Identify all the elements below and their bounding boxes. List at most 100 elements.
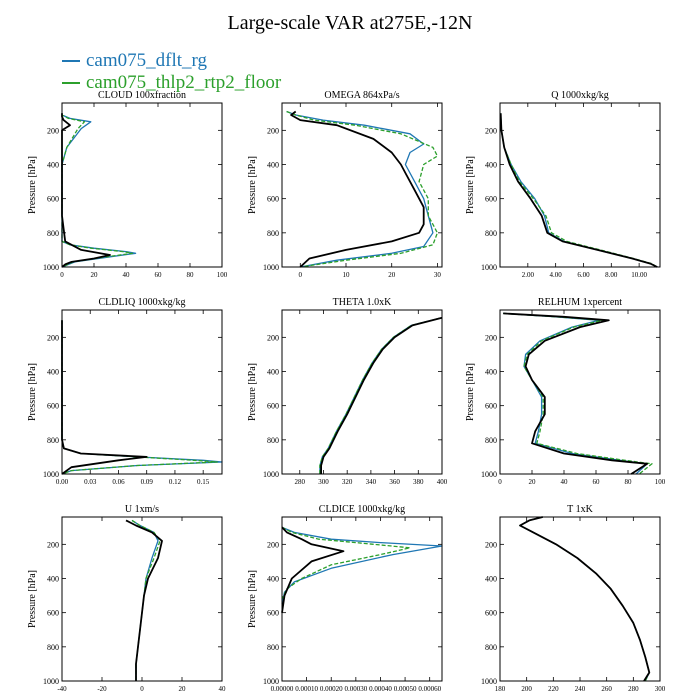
series-line-dflt bbox=[503, 312, 648, 475]
series-line-dflt bbox=[61, 320, 223, 475]
y-tick-label: 800 bbox=[47, 436, 59, 445]
x-tick-label: 0 bbox=[299, 271, 303, 279]
legend-label-dflt: cam075_dflt_rg bbox=[86, 50, 208, 71]
series-line-control bbox=[125, 519, 163, 681]
x-tick-label: 2.00 bbox=[522, 271, 535, 279]
y-tick-label: 200 bbox=[47, 333, 59, 342]
y-tick-label: 1000 bbox=[263, 470, 279, 479]
x-tick-label: 0.03 bbox=[84, 478, 97, 486]
x-tick-label: 60 bbox=[593, 478, 601, 486]
panel-title: T 1xK bbox=[567, 504, 593, 515]
y-tick-label: 400 bbox=[267, 161, 279, 170]
legend-label-floor: cam075_thlp2_rtp2_floor bbox=[86, 72, 282, 93]
y-tick-label: 1000 bbox=[481, 470, 497, 479]
series-line-control bbox=[499, 113, 658, 268]
series-line-control bbox=[61, 113, 111, 268]
panel-frame bbox=[61, 309, 223, 475]
x-tick-label: 80 bbox=[187, 271, 195, 279]
series-line-control bbox=[519, 516, 651, 682]
y-axis-label: Pressure [hPa] bbox=[27, 156, 38, 214]
y-tick-label: 400 bbox=[485, 575, 497, 584]
series-line-control bbox=[503, 312, 649, 475]
panel-4: CLDLIQ 1000xkg/kg Pressure [hPa] 200 400 600… bbox=[27, 297, 223, 486]
series-line-control bbox=[290, 110, 425, 268]
series-line-floor bbox=[503, 312, 653, 475]
x-tick-label: 60 bbox=[155, 271, 163, 279]
x-tick-label: 280 bbox=[295, 478, 306, 486]
x-tick-label: 20 bbox=[529, 478, 537, 486]
x-tick-label: 6.00 bbox=[577, 271, 590, 279]
x-tick-label: 0 bbox=[498, 478, 502, 486]
y-tick-label: 600 bbox=[485, 195, 497, 204]
y-tick-label: 800 bbox=[47, 643, 59, 652]
panel-frame bbox=[499, 102, 661, 268]
x-tick-label: 40 bbox=[561, 478, 569, 486]
y-axis-label: Pressure [hPa] bbox=[247, 363, 258, 421]
panel-title: CLOUD 100xfraction bbox=[98, 90, 186, 101]
y-tick-label: 1000 bbox=[481, 677, 497, 686]
panel-frame bbox=[499, 309, 661, 475]
y-tick-label: 200 bbox=[485, 333, 497, 342]
panel-frame bbox=[499, 516, 661, 682]
panel-title: CLDLIQ 1000xkg/kg bbox=[99, 297, 186, 308]
x-tick-label: -20 bbox=[97, 685, 107, 693]
panel-frame bbox=[281, 516, 443, 682]
x-tick-label: 0.00030 bbox=[344, 685, 367, 693]
y-tick-label: 200 bbox=[47, 540, 59, 549]
x-tick-label: 40 bbox=[219, 685, 227, 693]
y-tick-label: 800 bbox=[485, 229, 497, 238]
y-tick-label: 400 bbox=[47, 161, 59, 170]
y-tick-label: 600 bbox=[267, 195, 279, 204]
y-axis-label: Pressure [hPa] bbox=[465, 363, 476, 421]
x-tick-label: 400 bbox=[437, 478, 448, 486]
x-tick-label: 0.00040 bbox=[369, 685, 392, 693]
y-tick-label: 1000 bbox=[43, 677, 59, 686]
y-tick-label: 200 bbox=[267, 333, 279, 342]
y-tick-label: 1000 bbox=[263, 677, 279, 686]
y-tick-label: 600 bbox=[485, 402, 497, 411]
panel-title: CLDICE 1000xkg/kg bbox=[319, 504, 405, 515]
x-tick-label: 10.00 bbox=[631, 271, 647, 279]
y-tick-label: 600 bbox=[485, 609, 497, 618]
y-axis-label: Pressure [hPa] bbox=[247, 156, 258, 214]
x-tick-label: 320 bbox=[342, 478, 353, 486]
x-tick-label: 80 bbox=[625, 478, 633, 486]
x-tick-label: 20 bbox=[179, 685, 187, 693]
panel-title: RELHUM 1xpercent bbox=[538, 297, 622, 308]
x-tick-label: 20 bbox=[388, 271, 396, 279]
y-tick-label: 600 bbox=[47, 195, 59, 204]
x-tick-label: 0.12 bbox=[169, 478, 182, 486]
y-tick-label: 600 bbox=[47, 402, 59, 411]
x-tick-label: 0.00020 bbox=[320, 685, 343, 693]
legend-swatch-dflt bbox=[62, 60, 80, 62]
panel-frame bbox=[61, 102, 223, 268]
x-tick-label: 0 bbox=[140, 685, 144, 693]
x-tick-label: 280 bbox=[628, 685, 639, 693]
y-tick-label: 1000 bbox=[43, 470, 59, 479]
x-tick-label: 0.00 bbox=[56, 478, 69, 486]
x-tick-label: 100 bbox=[217, 271, 228, 279]
y-tick-label: 400 bbox=[485, 161, 497, 170]
y-tick-label: 400 bbox=[47, 575, 59, 584]
x-tick-label: 220 bbox=[548, 685, 559, 693]
x-tick-label: 260 bbox=[601, 685, 612, 693]
y-tick-label: 800 bbox=[485, 643, 497, 652]
x-tick-label: 20 bbox=[91, 271, 99, 279]
legend-swatch-floor bbox=[62, 82, 80, 84]
panel-8: CLDICE 1000xkg/kg Pressure [hPa] 200 400 600… bbox=[247, 504, 443, 693]
x-tick-label: 30 bbox=[434, 271, 442, 279]
x-tick-label: 0.15 bbox=[197, 478, 210, 486]
y-tick-label: 400 bbox=[47, 368, 59, 377]
panel-title: Q 1000xkg/kg bbox=[551, 90, 609, 101]
series-line-control bbox=[320, 316, 443, 474]
y-tick-label: 200 bbox=[485, 126, 497, 135]
series-line-floor bbox=[286, 110, 439, 268]
x-tick-label: 340 bbox=[366, 478, 377, 486]
x-tick-label: 360 bbox=[389, 478, 400, 486]
y-tick-label: 400 bbox=[267, 368, 279, 377]
series-line-control bbox=[281, 526, 345, 613]
